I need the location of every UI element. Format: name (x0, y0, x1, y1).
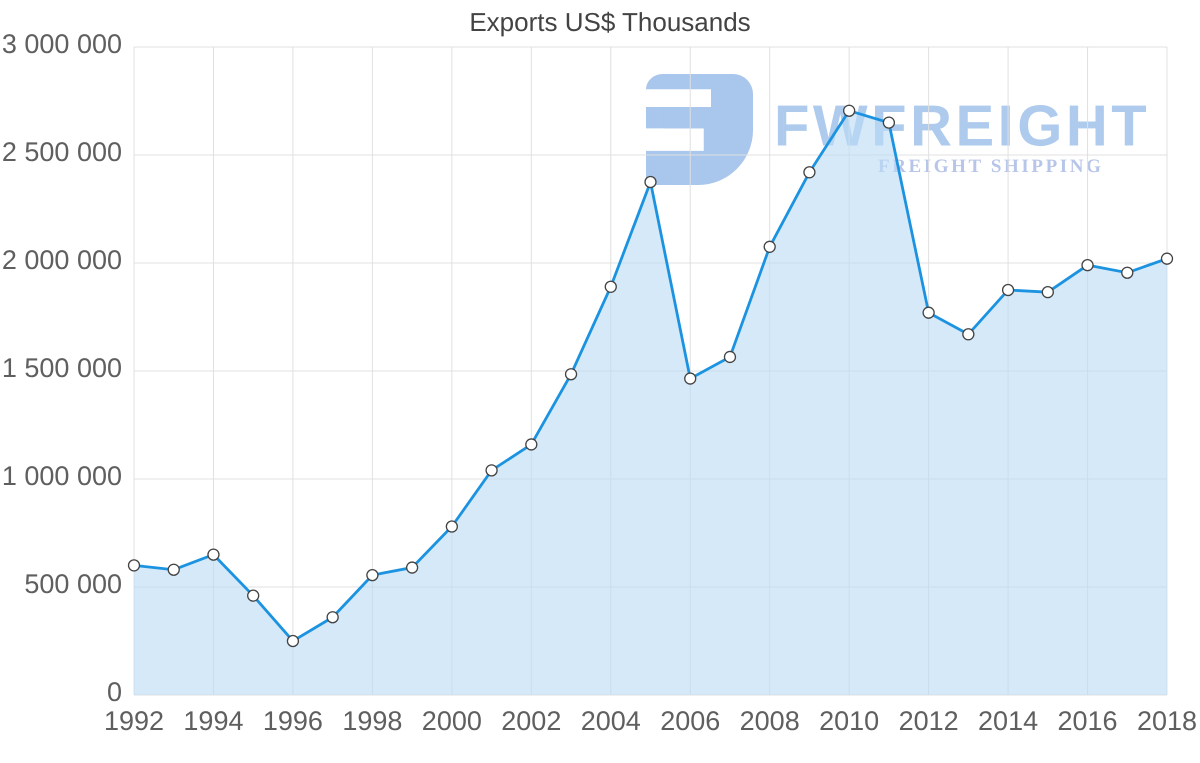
svg-text:2 500 000: 2 500 000 (2, 137, 122, 167)
svg-text:2004: 2004 (581, 706, 641, 736)
svg-text:0: 0 (107, 677, 122, 707)
svg-text:2002: 2002 (501, 706, 561, 736)
svg-text:2008: 2008 (740, 706, 800, 736)
svg-text:1998: 1998 (342, 706, 402, 736)
svg-text:2000: 2000 (422, 706, 482, 736)
svg-text:500 000: 500 000 (24, 569, 122, 599)
svg-text:2016: 2016 (1058, 706, 1118, 736)
svg-text:2010: 2010 (819, 706, 879, 736)
svg-text:1996: 1996 (263, 706, 323, 736)
svg-text:2012: 2012 (899, 706, 959, 736)
svg-text:2006: 2006 (660, 706, 720, 736)
svg-text:1 500 000: 1 500 000 (2, 353, 122, 383)
svg-text:1994: 1994 (183, 706, 243, 736)
svg-text:1992: 1992 (104, 706, 164, 736)
svg-text:3 000 000: 3 000 000 (2, 29, 122, 59)
svg-text:2018: 2018 (1137, 706, 1197, 736)
svg-text:2014: 2014 (978, 706, 1038, 736)
svg-text:2 000 000: 2 000 000 (2, 245, 122, 275)
svg-text:1 000 000: 1 000 000 (2, 461, 122, 491)
